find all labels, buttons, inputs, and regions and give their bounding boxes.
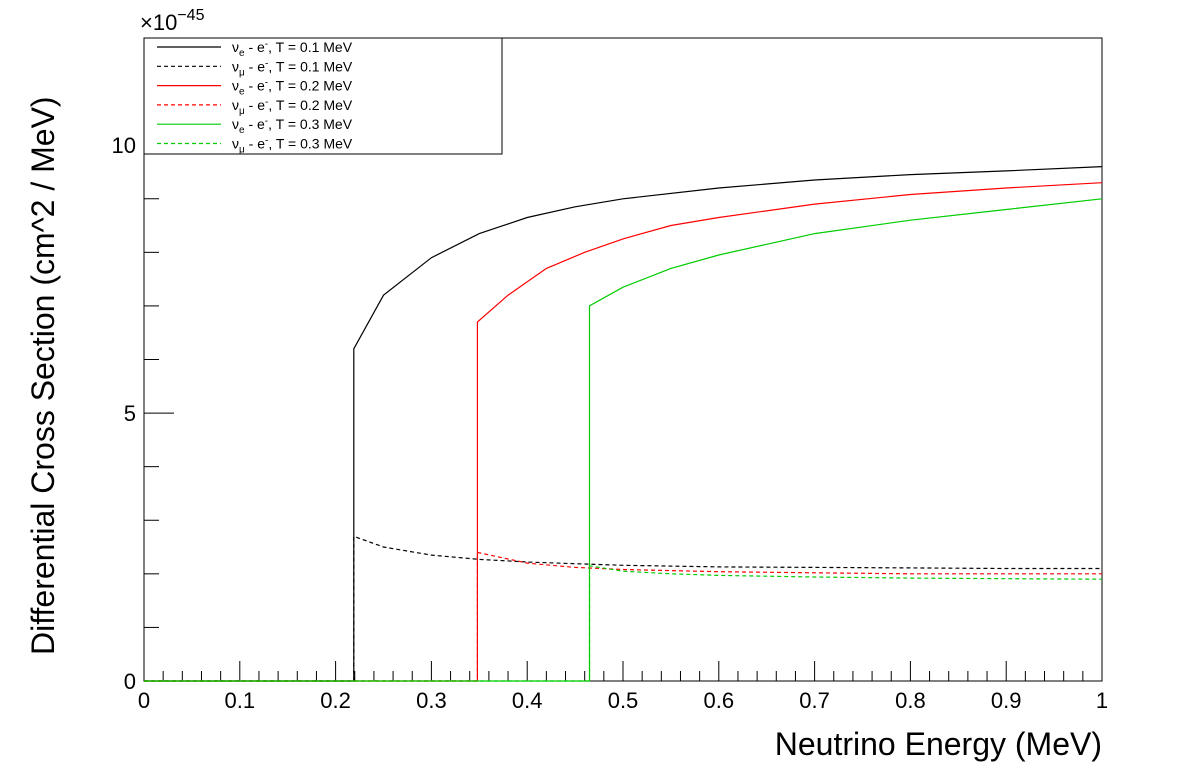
- legend-label-part: ν: [232, 58, 239, 74]
- legend-label-part: -: [265, 39, 268, 50]
- series-line-4: [144, 198, 1103, 682]
- x-tick-label: 0.6: [704, 688, 735, 713]
- legend-label-part: - e: [245, 58, 265, 74]
- legend-label-part: e: [239, 48, 245, 59]
- legend-label-part: , T = 0.3 MeV: [268, 136, 353, 152]
- legend-label-part: - e: [245, 116, 265, 132]
- legend-label-part: e: [239, 87, 245, 98]
- legend-label-part: , T = 0.2 MeV: [268, 97, 353, 113]
- legend-label: νμ - e-, T = 0.1 MeV: [232, 58, 353, 78]
- legend-label-part: -: [265, 97, 268, 108]
- legend-label-part: , T = 0.1 MeV: [268, 39, 353, 55]
- series-line-0: [144, 166, 1103, 682]
- x-tick-label: 0.9: [991, 688, 1022, 713]
- legend-label: νe - e-, T = 0.1 MeV: [232, 39, 353, 59]
- legend-label-part: ν: [232, 116, 239, 132]
- legend-label-part: -: [265, 136, 268, 147]
- legend-label-part: - e: [245, 97, 265, 113]
- legend-label-part: , T = 0.3 MeV: [268, 116, 353, 132]
- legend-label: νμ - e-, T = 0.2 MeV: [232, 97, 353, 117]
- legend-box: [143, 37, 503, 155]
- x-tick-label: 0.4: [512, 688, 543, 713]
- legend-label-part: - e: [245, 136, 265, 152]
- legend-label: νe - e-, T = 0.2 MeV: [232, 78, 353, 98]
- x-tick-label: 0.5: [608, 688, 639, 713]
- legend-label-part: μ: [239, 145, 245, 156]
- legend-label-part: ν: [232, 39, 239, 55]
- y-multiplier-label: ×10−45: [140, 7, 205, 35]
- y-multiplier: ×10: [140, 10, 177, 35]
- series-lines: [144, 166, 1103, 682]
- x-tick-label: 0.1: [225, 688, 256, 713]
- legend-label-part: -: [265, 116, 268, 127]
- legend-label-part: μ: [239, 67, 245, 78]
- series-line-2: [144, 182, 1103, 682]
- legend-label-part: - e: [245, 39, 265, 55]
- legend-label-part: , T = 0.1 MeV: [268, 58, 353, 74]
- x-tick-label: 0.8: [895, 688, 926, 713]
- y-exponent: −45: [177, 7, 204, 24]
- legend-label: νμ - e-, T = 0.3 MeV: [232, 136, 353, 156]
- legend-label-part: -: [265, 78, 268, 89]
- legend-label-part: μ: [239, 106, 245, 117]
- legend-label: νe - e-, T = 0.3 MeV: [232, 116, 353, 136]
- x-axis-title: Neutrino Energy (MeV): [775, 726, 1102, 762]
- x-tick-label: 0.7: [799, 688, 830, 713]
- y-tick-label: 5: [124, 401, 136, 426]
- series-line-1: [144, 535, 1102, 682]
- x-tick-label: 1: [1096, 688, 1108, 713]
- y-tick-label: 0: [124, 669, 136, 694]
- legend-label-part: ν: [232, 136, 239, 152]
- x-tick-label: 0: [138, 688, 150, 713]
- x-tick-label: 0.2: [320, 688, 351, 713]
- y-axis-title: Differential Cross Section (cm^2 / MeV): [25, 96, 61, 655]
- legend-label-part: - e: [245, 78, 265, 94]
- series-line-5: [144, 565, 1103, 682]
- x-tick-label: 0.3: [416, 688, 447, 713]
- legend-label-part: , T = 0.2 MeV: [268, 78, 353, 94]
- legend-label-part: e: [239, 125, 245, 136]
- legend-label-part: -: [265, 58, 268, 69]
- y-tick-label: 10: [112, 133, 136, 158]
- legend-label-part: ν: [232, 78, 239, 94]
- legend-label-part: ν: [232, 97, 239, 113]
